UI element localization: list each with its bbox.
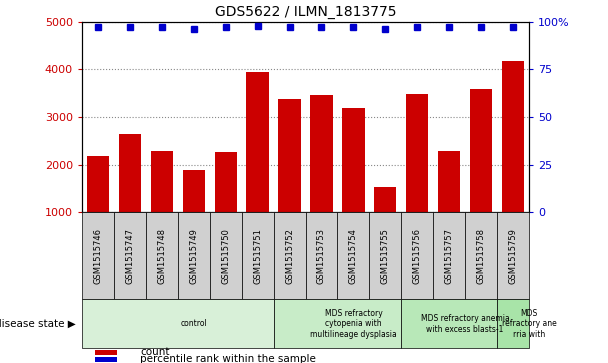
Text: GSM1515752: GSM1515752 — [285, 228, 294, 284]
Bar — [310, 95, 333, 260]
Text: MDS
refractory ane
rria with: MDS refractory ane rria with — [502, 309, 556, 339]
Bar — [274, 299, 401, 348]
Bar — [305, 212, 337, 299]
Text: GSM1515747: GSM1515747 — [125, 228, 134, 284]
Bar — [151, 151, 173, 260]
Bar — [274, 212, 306, 299]
Bar — [210, 212, 241, 299]
Bar — [470, 89, 492, 260]
Text: percentile rank within the sample: percentile rank within the sample — [140, 354, 316, 363]
Text: GSM1515746: GSM1515746 — [94, 228, 103, 284]
Text: MDS refractory anemia
with excess blasts-1: MDS refractory anemia with excess blasts… — [421, 314, 510, 334]
Text: MDS refractory
cytopenia with
multilineage dysplasia: MDS refractory cytopenia with multilinea… — [310, 309, 397, 339]
Bar — [401, 212, 433, 299]
Bar — [370, 212, 401, 299]
Bar — [241, 212, 274, 299]
Bar — [337, 212, 370, 299]
Bar — [438, 151, 460, 260]
Bar — [95, 350, 117, 355]
Bar — [246, 72, 269, 260]
Bar — [119, 134, 141, 260]
Text: GSM1515749: GSM1515749 — [189, 228, 198, 284]
Text: GSM1515759: GSM1515759 — [508, 228, 517, 284]
Bar — [278, 99, 301, 260]
Text: GSM1515748: GSM1515748 — [157, 228, 167, 284]
Title: GDS5622 / ILMN_1813775: GDS5622 / ILMN_1813775 — [215, 5, 396, 19]
Text: disease state ▶: disease state ▶ — [0, 319, 76, 329]
Text: GSM1515758: GSM1515758 — [477, 228, 486, 284]
Bar — [497, 212, 529, 299]
Bar — [82, 212, 114, 299]
Bar — [182, 170, 205, 260]
Text: GSM1515755: GSM1515755 — [381, 228, 390, 284]
Text: count: count — [140, 347, 170, 357]
Bar — [497, 299, 529, 348]
Text: GSM1515756: GSM1515756 — [413, 228, 422, 284]
Text: GSM1515757: GSM1515757 — [444, 228, 454, 284]
Bar — [374, 187, 396, 260]
Bar — [114, 212, 146, 299]
Text: GSM1515753: GSM1515753 — [317, 228, 326, 284]
Text: GSM1515754: GSM1515754 — [349, 228, 358, 284]
Bar — [215, 152, 237, 260]
Bar — [502, 61, 524, 260]
Bar — [465, 212, 497, 299]
Bar — [146, 212, 178, 299]
Bar — [342, 108, 365, 260]
Bar — [95, 357, 117, 362]
Bar — [401, 299, 497, 348]
Text: control: control — [181, 319, 207, 329]
Text: GSM1515751: GSM1515751 — [253, 228, 262, 284]
Text: GSM1515750: GSM1515750 — [221, 228, 230, 284]
Bar — [406, 94, 429, 260]
Bar — [82, 299, 274, 348]
Bar — [87, 156, 109, 260]
Bar — [433, 212, 465, 299]
Bar — [178, 212, 210, 299]
